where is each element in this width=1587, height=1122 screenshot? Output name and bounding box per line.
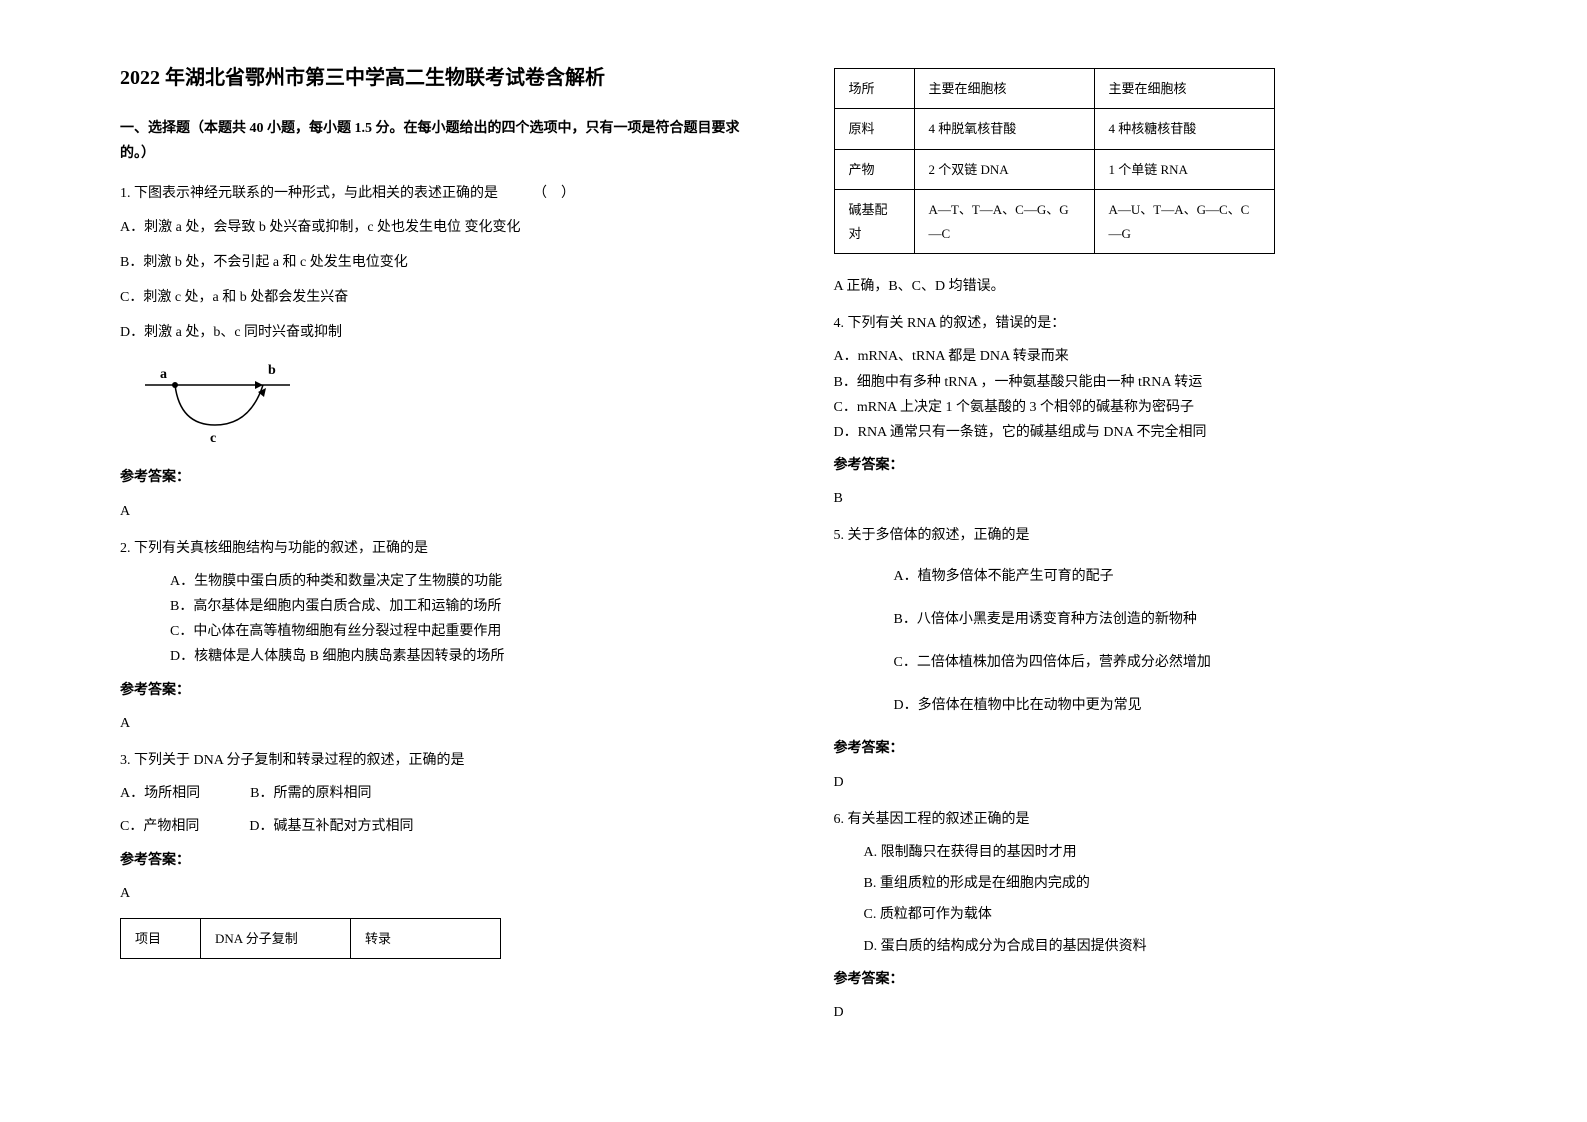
q4-answer: B bbox=[834, 486, 1468, 511]
table-cell: 场所 bbox=[834, 69, 914, 109]
q2-option-b: B．高尔基体是细胞内蛋白质合成、加工和运输的场所 bbox=[120, 594, 754, 619]
q5-answer: D bbox=[834, 770, 1468, 795]
question-6: 6. 有关基因工程的叙述正确的是 A. 限制酶只在获得目的基因时才用 B. 重组… bbox=[834, 807, 1468, 1025]
q6-stem: 6. 有关基因工程的叙述正确的是 bbox=[834, 807, 1468, 832]
table-cell: 主要在细胞核 bbox=[914, 69, 1094, 109]
q1-option-d: D．刺激 a 处，b、c 同时兴奋或抑制 bbox=[120, 320, 754, 345]
section-header: 一、选择题（本题共 40 小题，每小题 1.5 分。在每小题给出的四个选项中，只… bbox=[120, 116, 754, 166]
diagram-label-c: c bbox=[210, 431, 216, 446]
diagram-label-a: a bbox=[160, 367, 167, 382]
diagram-label-b: b bbox=[268, 363, 276, 378]
exam-title: 2022 年湖北省鄂州市第三中学高二生物联考试卷含解析 bbox=[120, 60, 754, 96]
q3-stem: 3. 下列关于 DNA 分子复制和转录过程的叙述，正确的是 bbox=[120, 748, 754, 773]
q3-answer: A bbox=[120, 881, 754, 906]
comparison-table-body: 场所 主要在细胞核 主要在细胞核 原料 4 种脱氧核苷酸 4 种核糖核苷酸 产物… bbox=[834, 68, 1275, 254]
q6-option-c: C. 质粒都可作为载体 bbox=[834, 902, 1468, 927]
q1-answer: A bbox=[120, 499, 754, 524]
q5-option-a: A．植物多倍体不能产生可育的配子 bbox=[834, 564, 1468, 589]
q1-answer-label: 参考答案： bbox=[120, 465, 754, 490]
q1-option-a: A．刺激 a 处，会导致 b 处兴奋或抑制，c 处也发生电位 变化变化 bbox=[120, 215, 754, 240]
q4-answer-label: 参考答案： bbox=[834, 453, 1468, 478]
table-cell: 主要在细胞核 bbox=[1094, 69, 1274, 109]
q2-answer-label: 参考答案： bbox=[120, 678, 754, 703]
q6-option-b: B. 重组质粒的形成是在细胞内完成的 bbox=[834, 871, 1468, 896]
table-row: 项目 DNA 分子复制 转录 bbox=[121, 918, 501, 958]
q3-option-d: D．碱基互补配对方式相同 bbox=[249, 814, 413, 839]
table-cell: 项目 bbox=[121, 918, 201, 958]
q4-option-a: A．mRNA、tRNA 都是 DNA 转录而来 bbox=[834, 344, 1468, 369]
table-cell: 碱基配对 bbox=[834, 190, 914, 254]
q1-option-c: C．刺激 c 处，a 和 b 处都会发生兴奋 bbox=[120, 285, 754, 310]
q5-stem: 5. 关于多倍体的叙述，正确的是 bbox=[834, 523, 1468, 548]
q6-answer-label: 参考答案： bbox=[834, 967, 1468, 992]
q5-answer-label: 参考答案： bbox=[834, 736, 1468, 761]
table-cell: 2 个双链 DNA bbox=[914, 149, 1094, 189]
question-1: 1. 下图表示神经元联系的一种形式，与此相关的表述正确的是 （ ） A．刺激 a… bbox=[120, 181, 754, 523]
q6-option-a: A. 限制酶只在获得目的基因时才用 bbox=[834, 840, 1468, 865]
table-cell: 4 种核糖核苷酸 bbox=[1094, 109, 1274, 149]
q3-option-b: B．所需的原料相同 bbox=[250, 781, 371, 806]
q5-option-d: D．多倍体在植物中比在动物中更为常见 bbox=[834, 693, 1468, 718]
table-row: 场所 主要在细胞核 主要在细胞核 bbox=[834, 69, 1274, 109]
q3-answer-label: 参考答案： bbox=[120, 848, 754, 873]
table-cell: A—U、T—A、G—C、C—G bbox=[1094, 190, 1274, 254]
q4-option-b: B．细胞中有多种 tRNA ，一种氨基酸只能由一种 tRNA 转运 bbox=[834, 370, 1468, 395]
q4-stem: 4. 下列有关 RNA 的叙述，错误的是： bbox=[834, 311, 1468, 336]
q3-option-c: C．产物相同 bbox=[120, 814, 199, 839]
table-row: 碱基配对 A—T、T—A、C—G、G—C A—U、T—A、G—C、C—G bbox=[834, 190, 1274, 254]
q5-option-c: C．二倍体植株加倍为四倍体后，营养成分必然增加 bbox=[834, 650, 1468, 675]
question-2: 2. 下列有关真核细胞结构与功能的叙述，正确的是 A．生物膜中蛋白质的种类和数量… bbox=[120, 536, 754, 736]
q3-followup: A 正确，B、C、D 均错误。 bbox=[834, 274, 1468, 299]
question-4: 4. 下列有关 RNA 的叙述，错误的是： A．mRNA、tRNA 都是 DNA… bbox=[834, 311, 1468, 511]
table-row: 产物 2 个双链 DNA 1 个单链 RNA bbox=[834, 149, 1274, 189]
table-cell: 4 种脱氧核苷酸 bbox=[914, 109, 1094, 149]
table-cell: 产物 bbox=[834, 149, 914, 189]
q2-option-c: C．中心体在高等植物细胞有丝分裂过程中起重要作用 bbox=[120, 619, 754, 644]
q3-option-a: A．场所相同 bbox=[120, 781, 200, 806]
table-cell: A—T、T—A、C—G、G—C bbox=[914, 190, 1094, 254]
table-row: 原料 4 种脱氧核苷酸 4 种核糖核苷酸 bbox=[834, 109, 1274, 149]
q4-option-d: D．RNA 通常只有一条链，它的碱基组成与 DNA 不完全相同 bbox=[834, 420, 1468, 445]
question-3: 3. 下列关于 DNA 分子复制和转录过程的叙述，正确的是 A．场所相同 B．所… bbox=[120, 748, 754, 959]
q2-answer: A bbox=[120, 711, 754, 736]
q4-option-c: C．mRNA 上决定 1 个氨基酸的 3 个相邻的碱基称为密码子 bbox=[834, 395, 1468, 420]
q6-answer: D bbox=[834, 1000, 1468, 1025]
table-cell: 1 个单链 RNA bbox=[1094, 149, 1274, 189]
q2-stem: 2. 下列有关真核细胞结构与功能的叙述，正确的是 bbox=[120, 536, 754, 561]
question-5: 5. 关于多倍体的叙述，正确的是 A．植物多倍体不能产生可育的配子 B．八倍体小… bbox=[834, 523, 1468, 794]
table-cell: 原料 bbox=[834, 109, 914, 149]
q6-option-d: D. 蛋白质的结构成分为合成目的基因提供资料 bbox=[834, 934, 1468, 959]
neuron-diagram: a b c bbox=[120, 360, 754, 450]
comparison-table-header: 项目 DNA 分子复制 转录 bbox=[120, 918, 501, 959]
q2-option-d: D．核糖体是人体胰岛 B 细胞内胰岛素基因转录的场所 bbox=[120, 644, 754, 669]
q1-stem: 1. 下图表示神经元联系的一种形式，与此相关的表述正确的是 （ ） bbox=[120, 181, 754, 206]
table-cell: 转录 bbox=[351, 918, 501, 958]
q1-option-b: B．刺激 b 处，不会引起 a 和 c 处发生电位变化 bbox=[120, 250, 754, 275]
q5-option-b: B．八倍体小黑麦是用诱变育种方法创造的新物种 bbox=[834, 607, 1468, 632]
q2-option-a: A．生物膜中蛋白质的种类和数量决定了生物膜的功能 bbox=[120, 569, 754, 594]
table-cell: DNA 分子复制 bbox=[201, 918, 351, 958]
